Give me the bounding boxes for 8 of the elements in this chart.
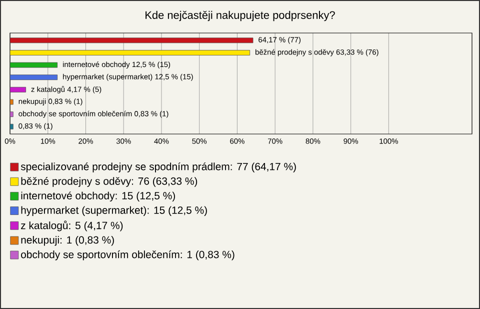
legend-label: z katalogů: 5 (4,17 %)	[21, 220, 123, 232]
legend-label: hypermarket (supermarket): 15 (12,5 %)	[21, 206, 207, 216]
legend-label: obchody se sportovním oblečením: 1 (0,83 %)	[21, 250, 234, 260]
legend-label: nekupuji: 1 (0,83 %)	[21, 236, 114, 246]
legend-label: internetové obchody: 15 (12,5 %)	[21, 192, 175, 202]
legend-label: specializované prodejny se spodním prádlem: 77 (64,17 %)	[20, 162, 296, 172]
chart-title: Kde nejčastěji nakupujete podprsenky?	[146, 10, 335, 22]
legend-label: běžné prodejny s oděvy: 76 (63,33 %)	[21, 177, 198, 187]
